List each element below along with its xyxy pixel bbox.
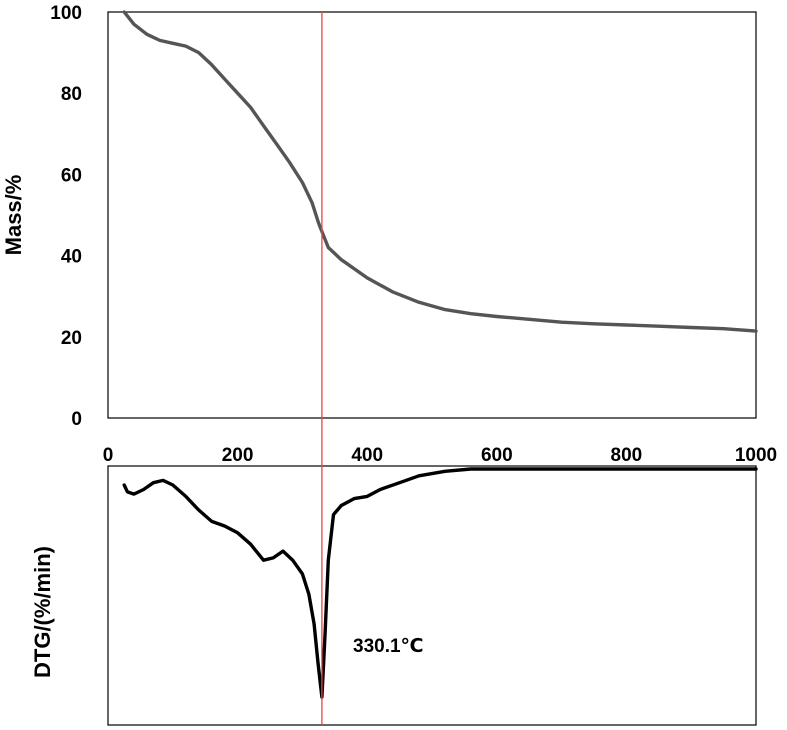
- x-tick-label: 200: [222, 445, 254, 466]
- mass-y-tick-label: 0: [71, 409, 82, 430]
- mass-y-tick-label: 60: [61, 165, 82, 186]
- x-tick-labels: 0 200 400 600 800 1000: [103, 445, 777, 466]
- mass-y-tick-label: 100: [50, 3, 82, 24]
- mass-y-tick-label: 40: [61, 247, 82, 268]
- mass-series-line: [122, 10, 758, 333]
- dtg-series-line: [122, 467, 758, 699]
- mass-y-tick-label: 80: [61, 84, 82, 105]
- mass-plot-frame: [107, 11, 757, 419]
- x-tick-label: 600: [481, 445, 513, 466]
- x-tick-label: 0: [103, 445, 114, 466]
- dtg-plot-frame: [107, 465, 757, 726]
- peak-annotation: 330.1℃: [353, 636, 424, 657]
- mass-y-tick-labels: 0 20 40 60 80 100: [50, 3, 82, 430]
- mass-y-axis-label: Mass/%: [1, 175, 26, 256]
- dtg-y-axis-label: DTG/(%/min): [30, 546, 55, 678]
- x-tick-label: 800: [611, 445, 643, 466]
- x-tick-label: 1000: [735, 445, 777, 466]
- mass-y-tick-label: 20: [61, 328, 82, 349]
- x-tick-label: 400: [351, 445, 383, 466]
